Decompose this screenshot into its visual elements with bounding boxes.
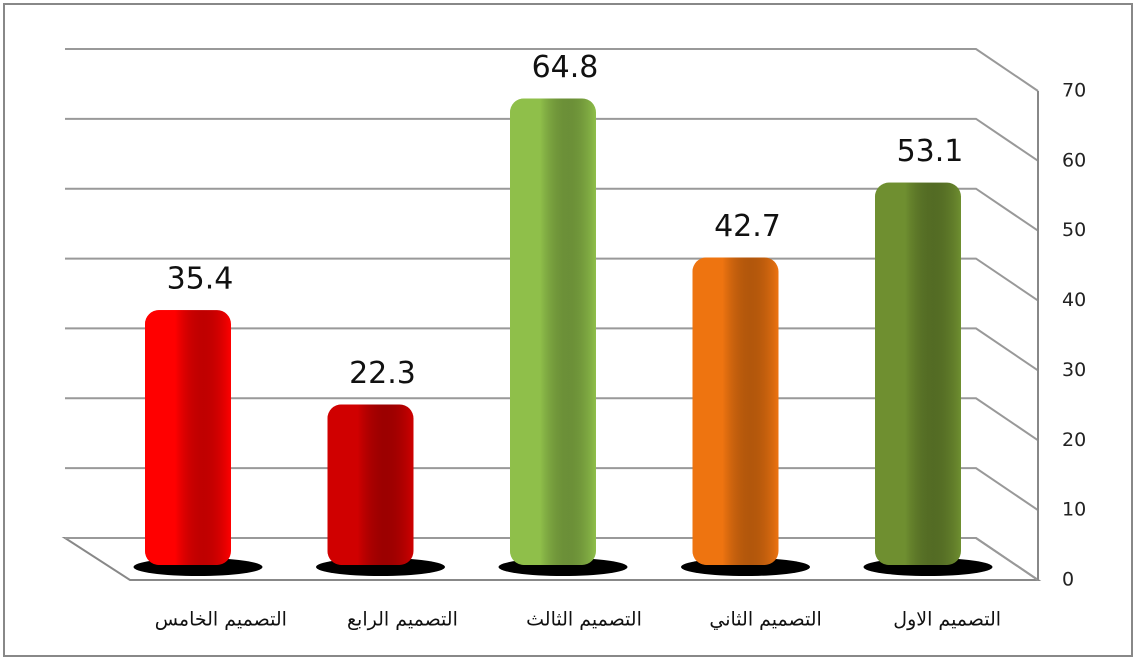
bar-shade bbox=[510, 98, 596, 565]
y-tick-label: 30 bbox=[1062, 359, 1086, 381]
y-tick-label: 0 bbox=[1062, 569, 1074, 591]
y-tick-label: 40 bbox=[1062, 289, 1086, 311]
grid-line bbox=[65, 187, 1039, 232]
y-tick-label: 50 bbox=[1062, 219, 1086, 241]
y-tick-label: 10 bbox=[1062, 499, 1086, 521]
value-label: 64.8 bbox=[532, 50, 599, 85]
x-tick-label: التصميم الاول bbox=[893, 609, 1001, 631]
x-tick-label: التصميم الثالث bbox=[526, 609, 642, 631]
bar-shade bbox=[875, 182, 961, 565]
value-label: 22.3 bbox=[349, 356, 416, 391]
chart-border bbox=[3, 3, 1133, 657]
grid-line bbox=[65, 257, 1039, 302]
bar-shade bbox=[327, 404, 414, 565]
grid-line bbox=[65, 397, 1039, 442]
value-label: 35.4 bbox=[167, 262, 234, 297]
bar-shade bbox=[145, 310, 231, 565]
grid-line bbox=[65, 117, 1039, 162]
y-tick-label: 70 bbox=[1062, 80, 1086, 102]
grid-line bbox=[65, 48, 1039, 92]
x-tick-label: التصميم الخامس bbox=[155, 609, 287, 631]
x-tick-label: التصميم الثاني bbox=[709, 609, 821, 631]
y-tick-label: 20 bbox=[1062, 429, 1086, 451]
bar-shade bbox=[692, 257, 779, 565]
value-label: 42.7 bbox=[714, 209, 781, 244]
value-label: 53.1 bbox=[897, 134, 964, 169]
x-tick-label: التصميم الرابع bbox=[347, 609, 458, 631]
y-tick-label: 60 bbox=[1062, 149, 1086, 171]
grid-line bbox=[65, 327, 1039, 372]
